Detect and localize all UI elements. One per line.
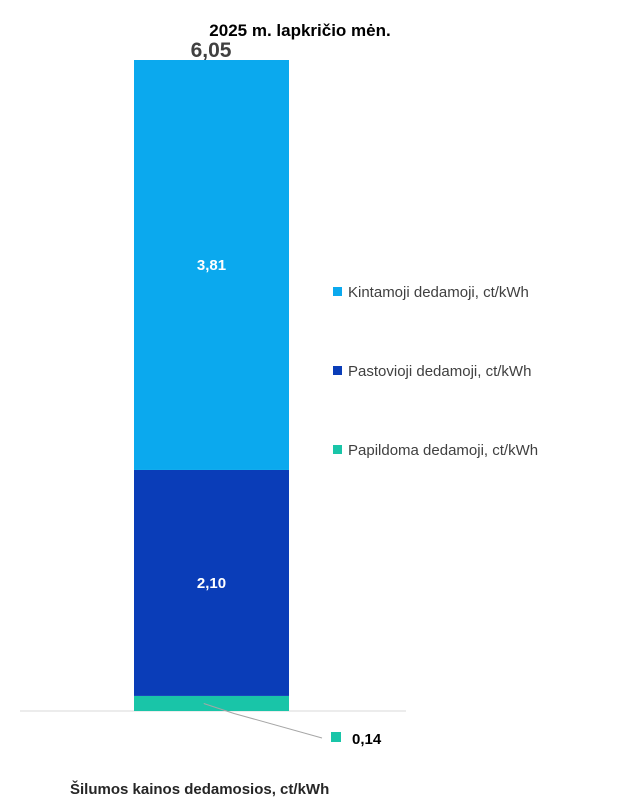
bar-segments: 0,14 2,10 3,81 [134, 60, 382, 748]
legend-label-kintamoji-dedamoji: Kintamoji dedamoji, ct/kWh [348, 284, 529, 301]
bar-segment-pastovioji-dedamoji [134, 469, 289, 696]
legend-label-pastovioji-dedamoji: Pastovioji dedamoji, ct/kWh [348, 363, 531, 380]
leader-line-papildoma-dedamoji [203, 702, 323, 739]
x-axis-label: Šilumos kainos dedamosios, ct/kWh [70, 780, 329, 798]
data-label-papildoma-dedamoji: 0,14 [352, 731, 382, 748]
bar-segment-kintamoji-dedamoji [134, 60, 289, 470]
chart-title: 2025 m. lapkričio mėn. [209, 21, 390, 40]
legend-swatch-kintamoji-dedamoji [333, 287, 342, 296]
legend-swatch-papildoma-dedamoji [333, 445, 342, 454]
legend: Kintamoji dedamoji, ct/kWh Pastovioji ded… [333, 284, 538, 459]
data-label-pastovioji-dedamoji: 2,10 [197, 575, 226, 592]
bar-segment-papildoma-dedamoji [134, 695, 289, 711]
legend-label-papildoma-dedamoji: Papildoma dedamoji, ct/kWh [348, 442, 538, 459]
data-label-marker-papildoma-dedamoji [331, 732, 341, 742]
total-label: 6,05 [191, 39, 232, 62]
data-label-kintamoji-dedamoji: 3,81 [197, 257, 226, 274]
legend-swatch-pastovioji-dedamoji [333, 366, 342, 375]
